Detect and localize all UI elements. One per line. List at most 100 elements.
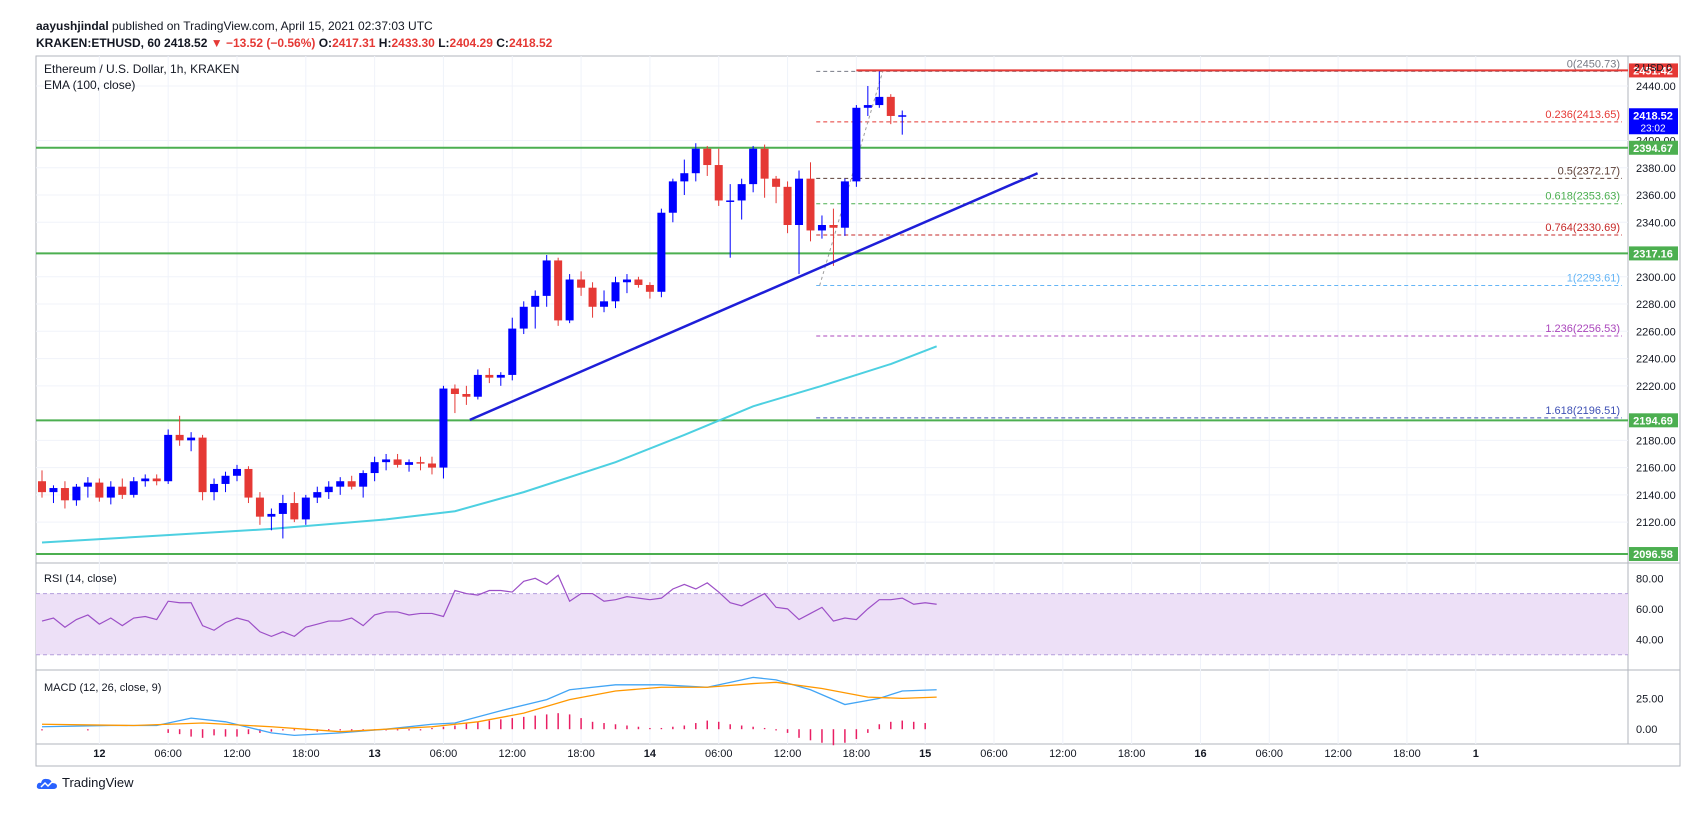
logo-text: TradingView bbox=[62, 775, 134, 790]
candle-bearish bbox=[577, 279, 586, 288]
rsi-band bbox=[36, 593, 1628, 655]
candle-bearish bbox=[760, 148, 769, 179]
price-badge[interactable] bbox=[1629, 63, 1678, 78]
price-tick-label: 2440.00 bbox=[1636, 81, 1676, 93]
candle-bullish bbox=[336, 481, 345, 487]
time-tick-label: 12:00 bbox=[774, 748, 802, 760]
price-badge[interactable] bbox=[1629, 140, 1678, 155]
fib-level-label: 0.5(2372.17) bbox=[1558, 165, 1620, 177]
price-tick-label: 2280.00 bbox=[1636, 299, 1676, 311]
fib-retracement[interactable]: 0(2450.73) 0.236(2413.65) 0.5(2372.17) 0.61… bbox=[816, 58, 1622, 419]
candle-bullish bbox=[129, 481, 138, 495]
candle-bearish bbox=[645, 284, 654, 292]
price-badge[interactable] bbox=[1629, 108, 1678, 135]
candle-bearish bbox=[588, 287, 597, 307]
time-tick-label: 06:00 bbox=[705, 748, 733, 760]
open-value: 2417.31 bbox=[332, 36, 376, 50]
chart-frame bbox=[35, 55, 1681, 767]
trend-line[interactable] bbox=[469, 172, 1039, 422]
time-tick-label: 16 bbox=[1194, 748, 1206, 760]
author-name[interactable]: aayushjindal bbox=[36, 19, 109, 33]
price-tick-label: 2220.00 bbox=[1636, 381, 1676, 393]
support-resistance-levels[interactable] bbox=[36, 69, 1628, 556]
fib-level-label: 1.236(2256.53) bbox=[1545, 323, 1620, 335]
candle-bullish bbox=[795, 178, 804, 225]
candle-bearish bbox=[450, 388, 459, 394]
candle-bullish bbox=[141, 478, 150, 482]
fib-anchor-line[interactable] bbox=[819, 71, 884, 286]
countdown-label: 23:02 bbox=[1640, 123, 1665, 134]
high-value: 2433.30 bbox=[391, 36, 435, 50]
candle-bullish bbox=[164, 434, 173, 482]
fib-level-label: 0.236(2413.65) bbox=[1545, 109, 1620, 121]
time-tick-label: 06:00 bbox=[430, 748, 458, 760]
macd-line bbox=[41, 676, 937, 737]
low-value: 2404.29 bbox=[449, 36, 493, 50]
candle-bullish bbox=[600, 301, 609, 307]
candle-bullish bbox=[370, 462, 379, 474]
time-tick-label: 06:00 bbox=[1256, 748, 1284, 760]
candle-bearish bbox=[634, 279, 643, 285]
time-tick-label: 18:00 bbox=[292, 748, 320, 760]
candle-bearish bbox=[60, 488, 69, 501]
price-badge-label: 2418.52 bbox=[1633, 110, 1673, 122]
time-tick-label: 18:00 bbox=[1393, 748, 1421, 760]
price-badge-label: 2394.67 bbox=[1633, 143, 1673, 155]
candle-bullish bbox=[405, 462, 414, 465]
candle-bearish bbox=[703, 148, 712, 166]
legend-macd: MACD (12, 26, close, 9) bbox=[44, 682, 161, 694]
candle-bullish bbox=[840, 181, 849, 228]
time-axis[interactable]: 12 06:00 12:00 18:00 13 06:00 12:00 18:00 14 06:0… bbox=[93, 748, 1479, 760]
rsi-pane bbox=[36, 574, 1628, 656]
fib-level-label: 0.618(2353.63) bbox=[1545, 191, 1620, 203]
time-tick-label: 1 bbox=[1473, 748, 1479, 760]
time-tick-label: 15 bbox=[919, 748, 931, 760]
candle-bearish bbox=[290, 503, 299, 520]
price-scale[interactable]: 2440.002400.002380.002360.002340.002300.… bbox=[1629, 63, 1678, 736]
candle-bullish bbox=[611, 282, 620, 302]
candle-bearish bbox=[485, 374, 494, 378]
price-badge-label: 2317.16 bbox=[1633, 248, 1673, 260]
candle-bullish bbox=[726, 200, 735, 202]
candle-bearish bbox=[393, 459, 402, 465]
time-tick-label: 12:00 bbox=[499, 748, 527, 760]
price-tick-label: 2340.00 bbox=[1636, 217, 1676, 229]
candle-bullish bbox=[301, 497, 310, 520]
symbol-label: KRAKEN:ETHUSD, 60 bbox=[36, 36, 161, 50]
candle-bullish bbox=[749, 148, 758, 185]
time-tick-label: 18:00 bbox=[567, 748, 595, 760]
support-trend-line[interactable] bbox=[469, 172, 1039, 422]
macd-tick-label: 25.00 bbox=[1636, 693, 1664, 705]
price-badge[interactable] bbox=[1629, 547, 1678, 562]
candle-bullish bbox=[680, 173, 689, 182]
time-tick-label: 14 bbox=[644, 748, 657, 760]
candle-bearish bbox=[95, 482, 104, 498]
price-badge-label: 2194.69 bbox=[1633, 415, 1673, 427]
tradingview-logo[interactable]: TradingView bbox=[36, 775, 134, 790]
high-label: H: bbox=[378, 36, 392, 50]
candle-bullish bbox=[359, 473, 368, 487]
candle-bullish bbox=[83, 482, 92, 487]
candle-bullish bbox=[439, 388, 448, 468]
price-tick-label: 2380.00 bbox=[1636, 163, 1676, 175]
candle-bearish bbox=[772, 178, 781, 187]
candle-bullish bbox=[496, 374, 505, 378]
candle-bullish bbox=[737, 184, 746, 201]
rsi-tick-label: 40.00 bbox=[1636, 634, 1664, 646]
candle-bearish bbox=[554, 260, 563, 321]
time-tick-label: 13 bbox=[369, 748, 381, 760]
candle-bullish bbox=[313, 492, 322, 498]
rsi-line bbox=[41, 574, 937, 638]
candle-bullish bbox=[852, 107, 861, 182]
time-tick-label: 06:00 bbox=[980, 748, 1008, 760]
price-badge[interactable] bbox=[1629, 246, 1678, 261]
legend-rsi: RSI (14, close) bbox=[44, 573, 117, 585]
price-tick-label: 2240.00 bbox=[1636, 354, 1676, 366]
price-badge[interactable] bbox=[1629, 413, 1678, 428]
currency-label: 2 USD 0 bbox=[1634, 63, 1672, 74]
candle-bearish bbox=[244, 468, 253, 498]
candle-bullish bbox=[267, 513, 276, 517]
price-tick-label: 2140.00 bbox=[1636, 490, 1676, 502]
candle-bullish bbox=[106, 486, 115, 498]
